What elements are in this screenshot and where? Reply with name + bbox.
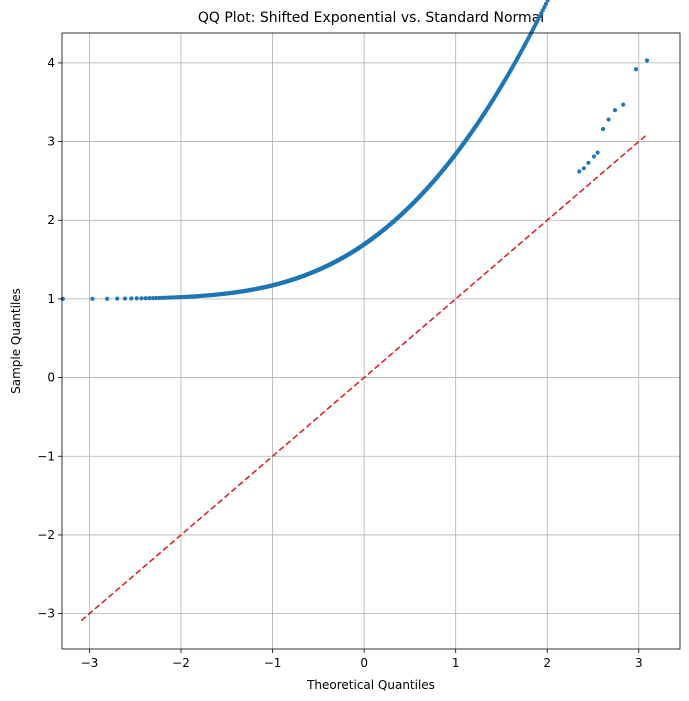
sample-point [595, 150, 600, 155]
x-tick-label: 0 [360, 656, 368, 670]
x-tick-label: 3 [635, 656, 643, 670]
sample-point [577, 169, 582, 174]
sample-point [581, 166, 586, 171]
y-axis-ticks: −3 −2 −1 0 1 2 3 4 [37, 56, 62, 621]
sample-point [591, 154, 597, 159]
y-tick-label: 0 [47, 371, 55, 385]
sample-point [122, 296, 128, 301]
x-axis-ticks: −3 −2 −1 0 1 2 3 [81, 649, 643, 670]
y-tick-label: 1 [47, 292, 55, 306]
sample-point [105, 296, 110, 301]
x-tick-label: −1 [264, 656, 282, 670]
x-tick-label: −2 [172, 656, 190, 670]
y-axis-label: Sample Quantiles [9, 288, 23, 394]
sample-point [542, 5, 547, 10]
sample-point [134, 296, 139, 301]
sample-point [90, 296, 95, 301]
sample-point [543, 1, 549, 6]
grid [62, 33, 680, 649]
sample-point [606, 117, 611, 122]
y-tick-label: −2 [37, 528, 55, 542]
sample-point [644, 58, 650, 63]
sample-point [633, 67, 639, 72]
x-tick-label: 2 [543, 656, 551, 670]
sample-point [612, 107, 618, 113]
sample-point [545, 0, 550, 3]
reference-line [80, 133, 648, 622]
reference-line-group [80, 133, 648, 622]
sample-point [143, 296, 148, 301]
y-tick-label: 3 [47, 135, 55, 149]
sample-point [147, 296, 152, 301]
sample-point [621, 102, 626, 107]
sample-point [115, 296, 120, 301]
y-tick-label: −3 [37, 607, 55, 621]
y-tick-label: 4 [47, 56, 55, 70]
y-tick-label: 2 [47, 213, 55, 227]
x-axis-label: Theoretical Quantiles [306, 678, 435, 692]
plot-frame [61, 32, 681, 650]
sample-point [139, 296, 144, 301]
sample-point [129, 296, 134, 301]
x-tick-label: −3 [81, 656, 99, 670]
sample-point [153, 295, 159, 301]
sample-point [586, 160, 591, 165]
sample-point [150, 295, 155, 301]
y-tick-label: −1 [37, 449, 55, 463]
x-tick-label: 1 [452, 656, 460, 670]
sample-point [600, 126, 606, 132]
sample-point [540, 8, 545, 13]
chart-title: QQ Plot: Shifted Exponential vs. Standar… [198, 10, 544, 26]
sample-points [60, 0, 650, 301]
